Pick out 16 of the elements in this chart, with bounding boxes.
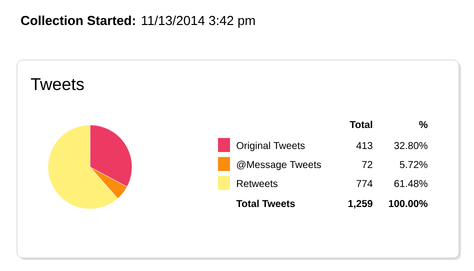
text: % bbox=[419, 121, 428, 128]
legend-label: @Message Tweets bbox=[236, 160, 322, 170]
text: 1,259 bbox=[348, 200, 372, 209]
data-label: 774 bbox=[356, 180, 373, 187]
legend-label: Retweets bbox=[237, 180, 278, 188]
chart-title: Tweets bbox=[30, 78, 84, 90]
text: Collection Started: 11/13/2014 3:42 pm bbox=[21, 16, 255, 28]
data-label: 72 bbox=[362, 161, 372, 168]
text: 32.80% bbox=[394, 142, 428, 150]
text: 100.00% bbox=[388, 200, 428, 208]
legend-label: Original Tweets bbox=[236, 142, 305, 152]
data-label: 413 bbox=[356, 142, 372, 150]
text: Total Tweets bbox=[236, 200, 295, 208]
text: 5.72% bbox=[400, 161, 428, 168]
text: Total bbox=[350, 120, 372, 128]
text: 61.48% bbox=[394, 180, 428, 188]
